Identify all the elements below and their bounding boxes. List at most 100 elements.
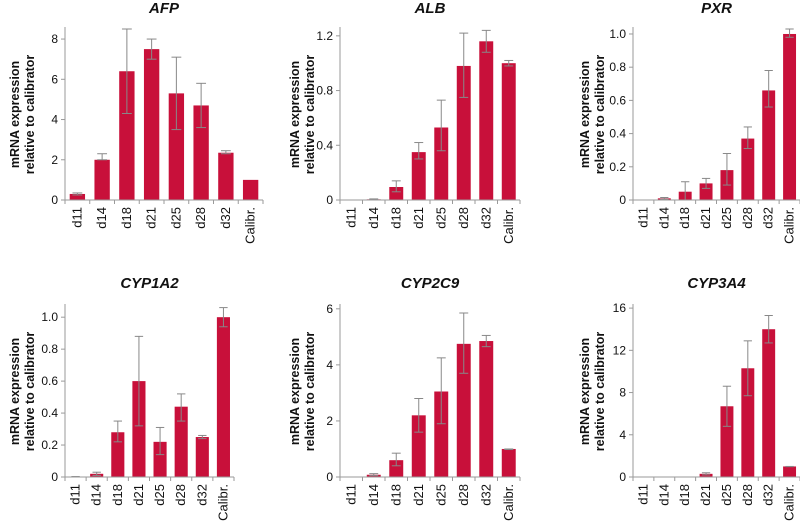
x-tick-label: Calibr. — [501, 484, 516, 521]
y-axis-label: mRNA expressionrelative to calibrator — [288, 332, 317, 452]
x-tick-label: d28 — [740, 484, 755, 506]
x-tick-label: Calibr. — [243, 207, 258, 244]
y-tick-label: 0.2 — [41, 438, 58, 452]
bar-d18 — [389, 460, 404, 477]
bar-d25 — [720, 406, 734, 477]
chart-panel-cyp1a2: CYP1A2 mRNA expressionrelative to calibra… — [8, 275, 235, 521]
y-tick-label: 2 — [326, 414, 333, 428]
bar-d21 — [411, 415, 426, 477]
error-bar — [219, 307, 228, 328]
error-bar — [134, 335, 144, 427]
error-bar — [391, 180, 401, 193]
y-axis-label: mRNA expressionrelative to calibrator — [288, 55, 317, 175]
x-tick-label: d14 — [366, 484, 381, 506]
bar-d32 — [218, 152, 234, 200]
x-tick-label: d28 — [740, 207, 755, 229]
bar-d28 — [193, 105, 209, 200]
y-tick-label: 1.2 — [316, 29, 333, 43]
error-bar — [176, 393, 186, 422]
error-bar — [72, 192, 83, 196]
bar-calibr — [501, 63, 516, 201]
error-bar — [97, 153, 108, 161]
chart-title: CYP2C9 — [401, 275, 460, 292]
bar-d18 — [119, 71, 135, 200]
x-tick-label: d14 — [656, 484, 671, 506]
x-tick-label: d25 — [433, 484, 448, 506]
y-axis-label-line: mRNA expression — [288, 338, 302, 445]
bar-d28 — [741, 138, 755, 200]
bar-d32 — [195, 437, 209, 477]
error-bar — [764, 315, 773, 344]
y-tick-label: 0 — [619, 470, 626, 484]
bar-d28 — [456, 343, 471, 477]
y-tick-label: 0 — [619, 193, 626, 207]
y-tick-label: 0.6 — [41, 374, 58, 388]
chart-title: ALB — [414, 0, 446, 17]
x-tick-label: d32 — [218, 207, 233, 229]
error-bar — [481, 29, 491, 53]
x-tick-label: d11 — [343, 207, 358, 228]
x-tick-label: d11 — [343, 484, 358, 505]
x-tick-label: d25 — [433, 207, 448, 229]
x-tick-label: Calibr. — [782, 484, 797, 521]
error-bar — [743, 126, 752, 150]
bar-d25 — [434, 127, 449, 200]
error-bar — [220, 150, 231, 155]
y-tick-label: 0.8 — [41, 342, 58, 356]
error-bar — [113, 420, 123, 443]
y-tick-label: 4 — [51, 113, 58, 127]
bar-d11 — [69, 193, 86, 200]
error-bar — [504, 59, 514, 67]
chart-title: AFP — [148, 0, 180, 17]
chart-title: CYP3A4 — [687, 275, 746, 292]
error-bar — [92, 471, 101, 476]
y-tick-label: 0.2 — [609, 160, 626, 174]
x-tick-label: d14 — [656, 207, 671, 229]
error-bar — [701, 177, 711, 189]
error-bar — [414, 398, 424, 433]
x-tick-label: Calibr. — [782, 207, 797, 244]
bar-d21 — [132, 381, 146, 477]
x-tick-label: Calibr. — [215, 484, 230, 521]
y-tick-label: 0.8 — [316, 84, 333, 98]
y-tick-label: 16 — [613, 301, 627, 315]
chart-title: CYP1A2 — [120, 275, 179, 292]
bar-d14 — [94, 159, 110, 200]
x-tick-label: d32 — [194, 484, 209, 506]
error-bar — [504, 448, 514, 451]
x-tick-label: d25 — [719, 207, 734, 229]
x-tick-label: d18 — [388, 207, 403, 229]
error-bar — [785, 28, 794, 38]
bar-d21 — [699, 183, 713, 200]
bar-d32 — [479, 341, 494, 477]
chart-panel-pxr: PXR mRNA expressionrelative to calibrator… — [578, 0, 800, 244]
chart-panel-cyp2c9: CYP2C9 mRNA expressionrelative to calibra… — [288, 275, 521, 521]
y-tick-label: 0 — [326, 193, 333, 207]
bar-d32 — [762, 90, 776, 200]
y-tick-label: 2 — [51, 153, 58, 167]
x-tick-label: d28 — [193, 207, 208, 229]
y-axis-label: mRNA expressionrelative to calibrator — [578, 332, 607, 452]
error-bar — [764, 70, 773, 108]
y-tick-label: 1.0 — [41, 310, 58, 324]
bar-calibr — [216, 317, 230, 477]
y-tick-label: 0.6 — [609, 93, 626, 107]
error-bar — [436, 357, 446, 425]
error-bar — [391, 452, 401, 467]
x-tick-label: d14 — [366, 207, 381, 229]
x-tick-label: d21 — [131, 484, 146, 506]
error-bar — [459, 312, 469, 374]
x-tick-label: Calibr. — [501, 207, 516, 244]
y-tick-label: 0.8 — [609, 60, 626, 74]
bar-calibr — [242, 179, 259, 200]
y-axis-label-line: relative to calibrator — [593, 332, 607, 452]
x-tick-label: d25 — [152, 484, 167, 506]
x-tick-label: d21 — [698, 484, 713, 506]
x-tick-label: d11 — [635, 207, 650, 228]
x-tick-label: d18 — [677, 484, 692, 506]
y-tick-label: 0 — [326, 470, 333, 484]
y-tick-label: 0.4 — [41, 406, 58, 420]
y-axis-label-line: relative to calibrator — [23, 55, 37, 175]
bar-d18 — [111, 432, 125, 477]
